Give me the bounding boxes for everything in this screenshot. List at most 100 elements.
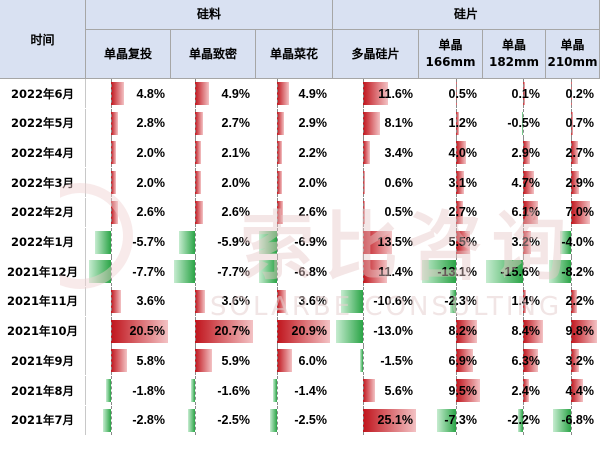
value-cell: -7.3% — [419, 405, 483, 435]
value-text: -13.0% — [373, 324, 413, 339]
decrease-bar — [188, 408, 196, 432]
value-cell: -1.4% — [256, 376, 333, 405]
value-text: 3.2% — [565, 353, 595, 368]
zero-axis — [195, 138, 197, 168]
decrease-bar — [449, 289, 456, 313]
zero-axis — [110, 376, 112, 405]
value-text: -6.8% — [561, 413, 594, 428]
value-cell: -1.5% — [333, 346, 419, 376]
value-text: -7.3% — [444, 413, 477, 428]
zero-axis — [195, 227, 197, 257]
zero-axis — [455, 286, 457, 316]
decrease-bar — [486, 260, 524, 284]
row-period: 2021年12月 — [0, 257, 86, 287]
value-cell: 4.4% — [546, 376, 600, 405]
increase-bar — [455, 319, 477, 343]
zero-axis — [110, 138, 112, 168]
increase-bar — [455, 111, 459, 135]
zero-axis — [363, 257, 365, 287]
row-period: 2022年6月 — [0, 79, 86, 108]
zero-axis — [523, 227, 525, 257]
zero-axis — [570, 79, 572, 108]
value-text: -2.3% — [444, 294, 477, 309]
decrease-bar — [422, 260, 456, 284]
value-cell: -13.1% — [419, 257, 483, 287]
value-cell: 5.6% — [333, 376, 419, 405]
time-header: 时间 — [0, 0, 86, 79]
value-cell: 2.0% — [86, 138, 171, 168]
zero-axis — [363, 79, 365, 108]
value-text: 2.2% — [298, 145, 328, 160]
value-text: 11.4% — [378, 264, 413, 279]
increase-bar — [363, 379, 376, 402]
row-period: 2021年7月 — [0, 405, 86, 435]
value-cell: 6.9% — [419, 346, 483, 376]
increase-bar — [195, 141, 202, 165]
value-cell: -15.6% — [483, 257, 546, 287]
increase-bar — [363, 230, 392, 254]
value-cell: 0.6% — [333, 168, 419, 198]
value-cell: -10.6% — [333, 286, 419, 316]
value-text: 1.4% — [511, 294, 541, 309]
zero-axis — [363, 108, 365, 138]
decrease-bar — [94, 230, 111, 254]
value-text: 0.2% — [565, 86, 595, 101]
value-cell: 2.4% — [483, 376, 546, 405]
zero-axis — [276, 197, 278, 227]
zero-axis — [363, 138, 365, 168]
value-text: 0.5% — [448, 86, 478, 101]
value-text: 2.7% — [565, 145, 595, 160]
increase-bar — [195, 82, 210, 105]
value-text: -2.2% — [507, 413, 540, 428]
row-period: 2022年2月 — [0, 197, 86, 227]
decrease-bar — [270, 408, 277, 432]
zero-axis — [195, 108, 197, 138]
zero-axis — [110, 227, 112, 257]
zero-axis — [363, 376, 365, 405]
zero-axis — [276, 286, 278, 316]
row-period: 2021年10月 — [0, 316, 86, 346]
zero-axis — [276, 405, 278, 435]
zero-axis — [570, 108, 572, 138]
value-text: 2.4% — [511, 383, 541, 398]
column-header: 单晶菜花 — [256, 30, 333, 79]
increase-bar — [195, 111, 203, 135]
decrease-bar — [552, 408, 571, 432]
increase-bar — [110, 349, 127, 373]
increase-bar — [455, 379, 480, 402]
value-text: 2.6% — [136, 205, 166, 220]
increase-bar — [570, 349, 580, 373]
zero-axis — [363, 197, 365, 227]
zero-axis — [570, 197, 572, 227]
value-text: -1.6% — [217, 383, 250, 398]
value-cell: -2.8% — [86, 405, 171, 435]
value-cell: 3.6% — [256, 286, 333, 316]
decrease-bar — [105, 379, 111, 402]
value-cell: 6.1% — [483, 197, 546, 227]
value-cell: 0.2% — [546, 79, 600, 108]
value-text: 2.9% — [565, 175, 595, 190]
increase-bar — [523, 349, 538, 373]
value-text: -6.8% — [294, 264, 327, 279]
value-text: -1.8% — [132, 383, 165, 398]
zero-axis — [523, 108, 525, 138]
value-text: 2.0% — [298, 175, 328, 190]
zero-axis — [110, 316, 112, 346]
decrease-bar — [560, 230, 571, 254]
zero-axis — [455, 79, 457, 108]
increase-bar — [110, 141, 117, 165]
increase-bar — [570, 319, 597, 343]
zero-axis — [570, 138, 572, 168]
increase-bar — [455, 171, 464, 195]
value-cell: 4.9% — [171, 79, 256, 108]
value-cell: 2.6% — [171, 197, 256, 227]
table-row: 2022年1月 -5.7% -5.9% -6.9% 13.5% 5.5% 3.2% -4.0% — [0, 227, 600, 257]
increase-bar — [523, 230, 531, 254]
value-cell: -7.7% — [171, 257, 256, 287]
value-cell: 2.7% — [171, 108, 256, 138]
zero-axis — [523, 197, 525, 227]
value-text: 0.1% — [511, 86, 541, 101]
value-cell: 3.1% — [419, 168, 483, 198]
value-cell: 3.2% — [546, 346, 600, 376]
value-cell: 2.2% — [546, 286, 600, 316]
